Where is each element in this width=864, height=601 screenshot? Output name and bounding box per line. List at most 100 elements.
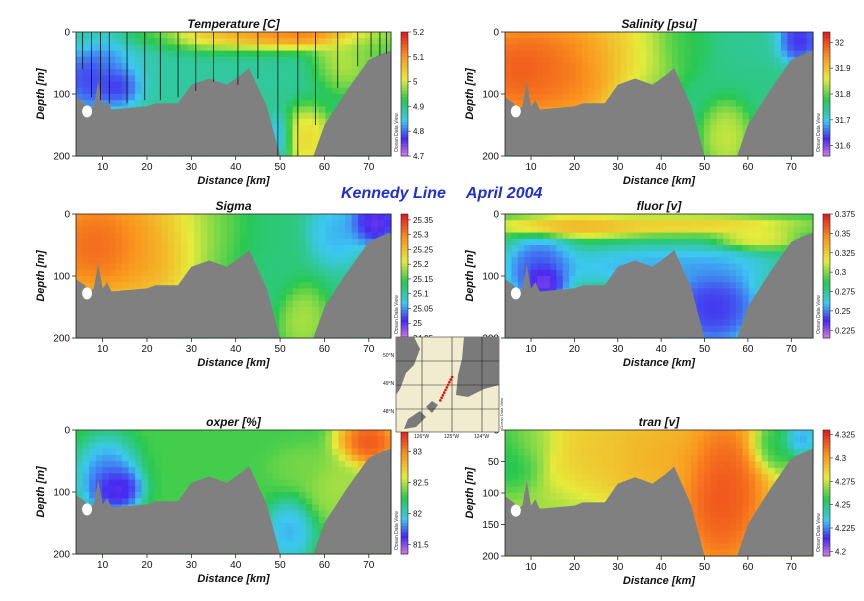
heatmap-cell	[292, 125, 300, 132]
heatmap-cell	[312, 510, 320, 518]
heatmap-cell	[511, 38, 519, 45]
heatmap-cell	[89, 448, 97, 456]
heatmap-cell	[318, 461, 326, 468]
heatmap-cell	[543, 269, 551, 277]
heatmap-cell	[652, 44, 660, 52]
heatmap-cell	[761, 245, 769, 252]
heatmap-cell	[154, 38, 162, 45]
heatmap-cell	[556, 69, 564, 76]
heatmap-cell	[286, 269, 294, 277]
heatmap-cell	[716, 63, 724, 70]
heatmap-cell	[723, 294, 731, 302]
heatmap-cell	[582, 94, 590, 101]
colorbar-segment	[823, 248, 830, 252]
heatmap-cell	[292, 467, 300, 474]
heatmap-cell	[729, 100, 737, 107]
heatmap-cell	[562, 94, 570, 101]
heatmap-cell	[272, 220, 281, 227]
heatmap-cell	[95, 50, 103, 58]
heatmap-cell	[691, 38, 699, 45]
heatmap-cell	[723, 276, 731, 283]
heatmap-cell	[128, 38, 136, 45]
heatmap-cell	[549, 94, 557, 101]
heatmap-cell	[569, 226, 577, 234]
heatmap-cell	[703, 81, 711, 89]
heatmap-cell	[207, 56, 215, 64]
heatmap-cell	[312, 436, 320, 443]
heatmap-cell	[582, 257, 590, 265]
heatmap-cell	[299, 32, 307, 39]
colorbar-segment	[401, 291, 408, 296]
heatmap-cell	[174, 257, 182, 265]
colorbar-segment	[401, 78, 408, 83]
heatmap-cell	[703, 118, 711, 126]
heatmap-cell	[279, 325, 287, 333]
heatmap-cell	[312, 442, 320, 450]
heatmap-cell	[607, 257, 615, 265]
heatmap-cell	[723, 251, 731, 258]
heatmap-cell	[761, 257, 769, 265]
heatmap-cell	[716, 69, 724, 76]
heatmap-cell	[620, 56, 628, 64]
heatmap-cell	[292, 307, 300, 314]
heatmap-cell	[703, 112, 711, 120]
heatmap-cell	[102, 87, 110, 95]
heatmap-cell	[135, 448, 143, 456]
heatmap-cell	[331, 461, 340, 468]
heatmap-cell	[588, 94, 596, 101]
heatmap-cell	[279, 226, 287, 234]
heatmap-cell	[325, 94, 333, 101]
heatmap-cell	[292, 313, 300, 320]
heatmap-cell	[755, 32, 763, 39]
heatmap-cell	[299, 125, 307, 132]
heatmap-cell	[639, 63, 647, 70]
heatmap-cell	[226, 245, 235, 252]
heatmap-cell	[755, 232, 763, 240]
heatmap-cell	[652, 238, 660, 246]
colorbar-tick-label: 25.25	[413, 245, 434, 254]
heatmap-cell	[755, 276, 763, 283]
heatmap-cell	[543, 282, 551, 289]
heatmap-cell	[633, 214, 641, 221]
heatmap-cell	[736, 232, 744, 240]
heatmap-cell	[102, 436, 110, 443]
heatmap-cell	[299, 69, 307, 76]
heatmap-cell	[102, 94, 110, 101]
heatmap-cell	[318, 112, 326, 120]
heatmap-cell	[697, 319, 705, 327]
heatmap-cell	[755, 226, 763, 234]
heatmap-cell	[671, 32, 679, 39]
heatmap-cell	[121, 87, 130, 95]
heatmap-cell	[607, 50, 615, 58]
colorbar-segment	[401, 66, 408, 70]
heatmap-cell	[148, 238, 156, 246]
heatmap-cell	[793, 220, 801, 227]
x-axis-label: Distance [km]	[623, 175, 695, 187]
heatmap-cell	[141, 94, 149, 101]
heatmap-cell	[716, 118, 724, 126]
heatmap-cell	[710, 50, 718, 58]
heatmap-cell	[633, 257, 641, 265]
heatmap-cell	[768, 50, 776, 58]
heatmap-cell	[351, 251, 359, 258]
heatmap-cell	[135, 485, 143, 493]
heatmap-cell	[233, 214, 241, 221]
heatmap-cell	[207, 38, 215, 45]
heatmap-cell	[312, 269, 320, 277]
heatmap-cell	[286, 257, 294, 265]
heatmap-cell	[279, 50, 287, 58]
x-tick-label: 50	[275, 344, 287, 355]
heatmap-cell	[691, 100, 699, 107]
heatmap-cell	[128, 238, 136, 246]
heatmap-cell	[272, 269, 281, 277]
heatmap-cell	[601, 263, 609, 271]
heatmap-cell	[154, 214, 162, 221]
heatmap-cell	[213, 436, 221, 443]
heatmap-cell	[594, 251, 602, 258]
heatmap-cell	[279, 300, 287, 308]
heatmap-cell	[755, 50, 763, 58]
heatmap-cell	[697, 38, 705, 45]
colorbar-segment	[823, 128, 830, 132]
colorbar-segment	[401, 59, 408, 64]
heatmap-cell	[95, 436, 103, 443]
